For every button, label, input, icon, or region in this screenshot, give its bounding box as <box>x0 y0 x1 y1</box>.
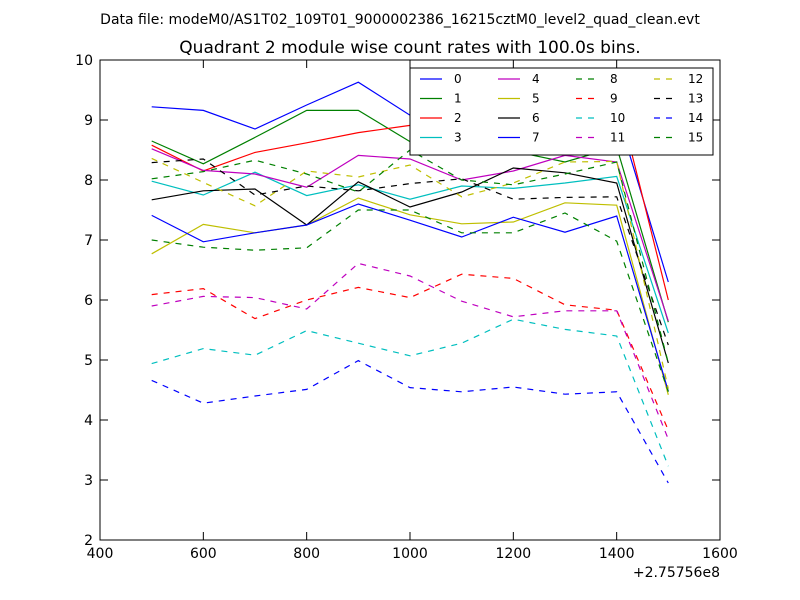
series-line-15 <box>151 149 669 364</box>
legend-label-8: 8 <box>610 72 618 86</box>
y-tick-label: 5 <box>84 353 93 369</box>
y-tick-label: 8 <box>84 173 93 189</box>
x-offset-label: +2.75756e8 <box>633 565 720 581</box>
legend-label-9: 9 <box>610 92 618 106</box>
y-tick-label: 4 <box>84 413 93 429</box>
legend-label-0: 0 <box>454 72 462 86</box>
series-line-4 <box>151 148 669 322</box>
series-line-11 <box>151 262 669 440</box>
series-line-13 <box>151 158 669 346</box>
legend-label-11: 11 <box>610 131 625 145</box>
x-tick-label: 600 <box>190 546 217 562</box>
series-line-10 <box>151 318 669 467</box>
legend-label-4: 4 <box>532 72 540 86</box>
series-line-14 <box>151 359 669 484</box>
series-line-3 <box>151 171 669 334</box>
series-line-5 <box>151 197 669 395</box>
chart-title: Quadrant 2 module wise count rates with … <box>179 38 640 58</box>
series-line-12 <box>151 157 669 389</box>
legend-label-6: 6 <box>532 111 540 125</box>
x-tick-label: 400 <box>87 546 114 562</box>
y-tick-label: 2 <box>84 533 93 549</box>
legend-label-7: 7 <box>532 131 540 145</box>
y-tick-label: 9 <box>84 113 93 129</box>
series-line-8 <box>151 209 669 392</box>
legend-label-12: 12 <box>688 72 703 86</box>
series-line-7 <box>151 203 669 392</box>
legend-box <box>409 67 714 156</box>
y-tick-label: 10 <box>75 53 93 69</box>
legend-label-15: 15 <box>688 131 703 145</box>
figure-suptitle: Data file: modeM0/AS1T02_109T01_90000023… <box>100 12 700 28</box>
series-line-6 <box>151 167 669 364</box>
y-tick-label: 3 <box>84 473 93 489</box>
legend-label-2: 2 <box>454 111 462 125</box>
x-tick-label: 1600 <box>702 546 738 562</box>
legend-label-10: 10 <box>610 111 625 125</box>
legend-label-1: 1 <box>454 92 462 106</box>
series-line-9 <box>151 273 669 431</box>
x-tick-label: 1000 <box>392 546 428 562</box>
x-tick-label: 1400 <box>599 546 635 562</box>
x-tick-label: 1200 <box>496 546 532 562</box>
legend-label-3: 3 <box>454 131 462 145</box>
legend-label-14: 14 <box>688 111 703 125</box>
legend-label-13: 13 <box>688 92 703 106</box>
y-tick-label: 7 <box>84 233 93 249</box>
legend-label-5: 5 <box>532 92 540 106</box>
y-tick-label: 6 <box>84 293 93 309</box>
x-tick-label: 800 <box>293 546 320 562</box>
